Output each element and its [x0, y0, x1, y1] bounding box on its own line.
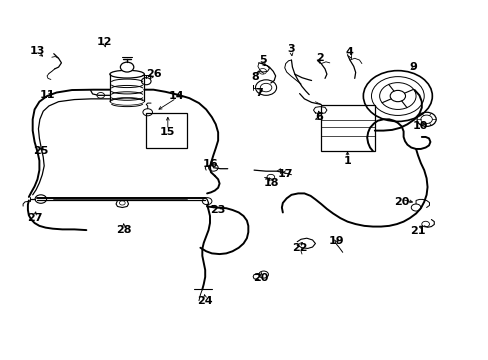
Text: 20: 20 [253, 273, 268, 283]
Text: 13: 13 [30, 46, 45, 56]
Text: 3: 3 [287, 45, 295, 54]
Text: 5: 5 [258, 55, 266, 65]
Text: 7: 7 [254, 87, 262, 98]
Text: 20: 20 [393, 197, 408, 207]
Text: 11: 11 [39, 90, 55, 100]
Text: 19: 19 [328, 236, 344, 246]
Text: 17: 17 [277, 168, 292, 179]
Text: 14: 14 [168, 91, 184, 101]
Text: 23: 23 [210, 205, 225, 215]
Text: 2: 2 [316, 53, 324, 63]
Text: 26: 26 [145, 69, 161, 79]
Text: 16: 16 [203, 159, 218, 169]
Text: 25: 25 [33, 146, 48, 156]
Text: 15: 15 [160, 127, 175, 138]
Text: 27: 27 [27, 213, 42, 223]
Text: 28: 28 [116, 225, 131, 235]
Text: 12: 12 [97, 37, 112, 47]
Text: 4: 4 [346, 47, 353, 57]
Text: 10: 10 [412, 121, 427, 131]
Circle shape [120, 62, 134, 72]
Text: 18: 18 [263, 178, 279, 188]
Text: 8: 8 [251, 72, 258, 82]
Text: 9: 9 [408, 62, 416, 72]
Text: 6: 6 [314, 112, 322, 122]
Text: 1: 1 [343, 156, 351, 166]
Bar [321, 104, 374, 151]
Text: 22: 22 [291, 243, 307, 253]
Bar [146, 113, 186, 148]
Text: 24: 24 [197, 296, 213, 306]
Text: 21: 21 [409, 226, 425, 236]
